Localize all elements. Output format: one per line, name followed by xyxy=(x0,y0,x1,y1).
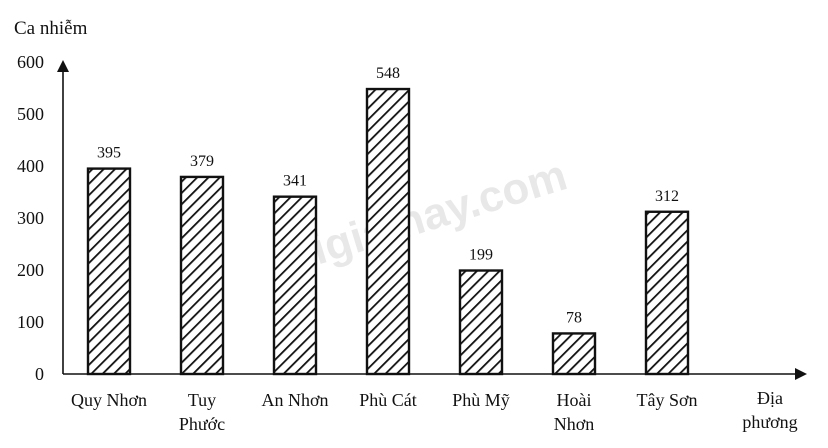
category-label-line: Phù Cát xyxy=(359,390,417,410)
category-label: Phù Cát xyxy=(359,390,417,410)
data-label: 312 xyxy=(655,188,679,205)
category-label-line: Phù Mỹ xyxy=(452,390,510,410)
category-label: Quy Nhơn xyxy=(71,390,147,410)
category-label-line: An Nhơn xyxy=(261,390,328,410)
data-label: 548 xyxy=(376,65,400,82)
bar xyxy=(551,332,597,376)
category-label-line: Phước xyxy=(179,414,225,434)
y-tick-label: 200 xyxy=(17,260,44,280)
x-axis-title-line: phương xyxy=(742,412,797,432)
bar xyxy=(365,87,411,376)
category-label-line: Quy Nhơn xyxy=(71,390,147,410)
y-tick-label: 0 xyxy=(35,364,44,384)
bar xyxy=(272,195,318,376)
category-label-line: Hoài xyxy=(557,390,592,410)
y-tick-label: 300 xyxy=(17,208,44,228)
category-label: An Nhơn xyxy=(261,390,328,410)
category-label: Tây Sơn xyxy=(636,390,697,410)
category-label-line: Tây Sơn xyxy=(636,390,697,410)
y-axis-arrow xyxy=(57,60,69,72)
data-label: 379 xyxy=(190,153,214,170)
y-tick-label: 500 xyxy=(17,104,44,124)
y-tick-label: 100 xyxy=(17,312,44,332)
category-label: Phù Mỹ xyxy=(452,390,510,410)
y-tick-label: 600 xyxy=(17,52,44,72)
category-label-line: Nhơn xyxy=(554,414,595,434)
bar xyxy=(458,269,504,376)
bar xyxy=(644,210,690,376)
data-label: 78 xyxy=(566,309,582,326)
y-tick-label: 400 xyxy=(17,156,44,176)
x-axis-arrow xyxy=(795,368,807,380)
y-axis-title: Ca nhiễm xyxy=(14,18,88,39)
data-label: 395 xyxy=(97,145,121,162)
data-label: 341 xyxy=(283,173,307,190)
x-axis-title-line: Địa xyxy=(757,388,783,408)
category-label: Hoài Nhơn xyxy=(554,390,595,434)
bar xyxy=(86,167,132,376)
category-label-line: Tuy xyxy=(188,390,216,410)
data-label: 199 xyxy=(469,247,493,264)
bar xyxy=(179,175,225,376)
category-label: Tuy Phước xyxy=(179,390,225,434)
x-axis-title: Địa phương xyxy=(742,388,797,432)
